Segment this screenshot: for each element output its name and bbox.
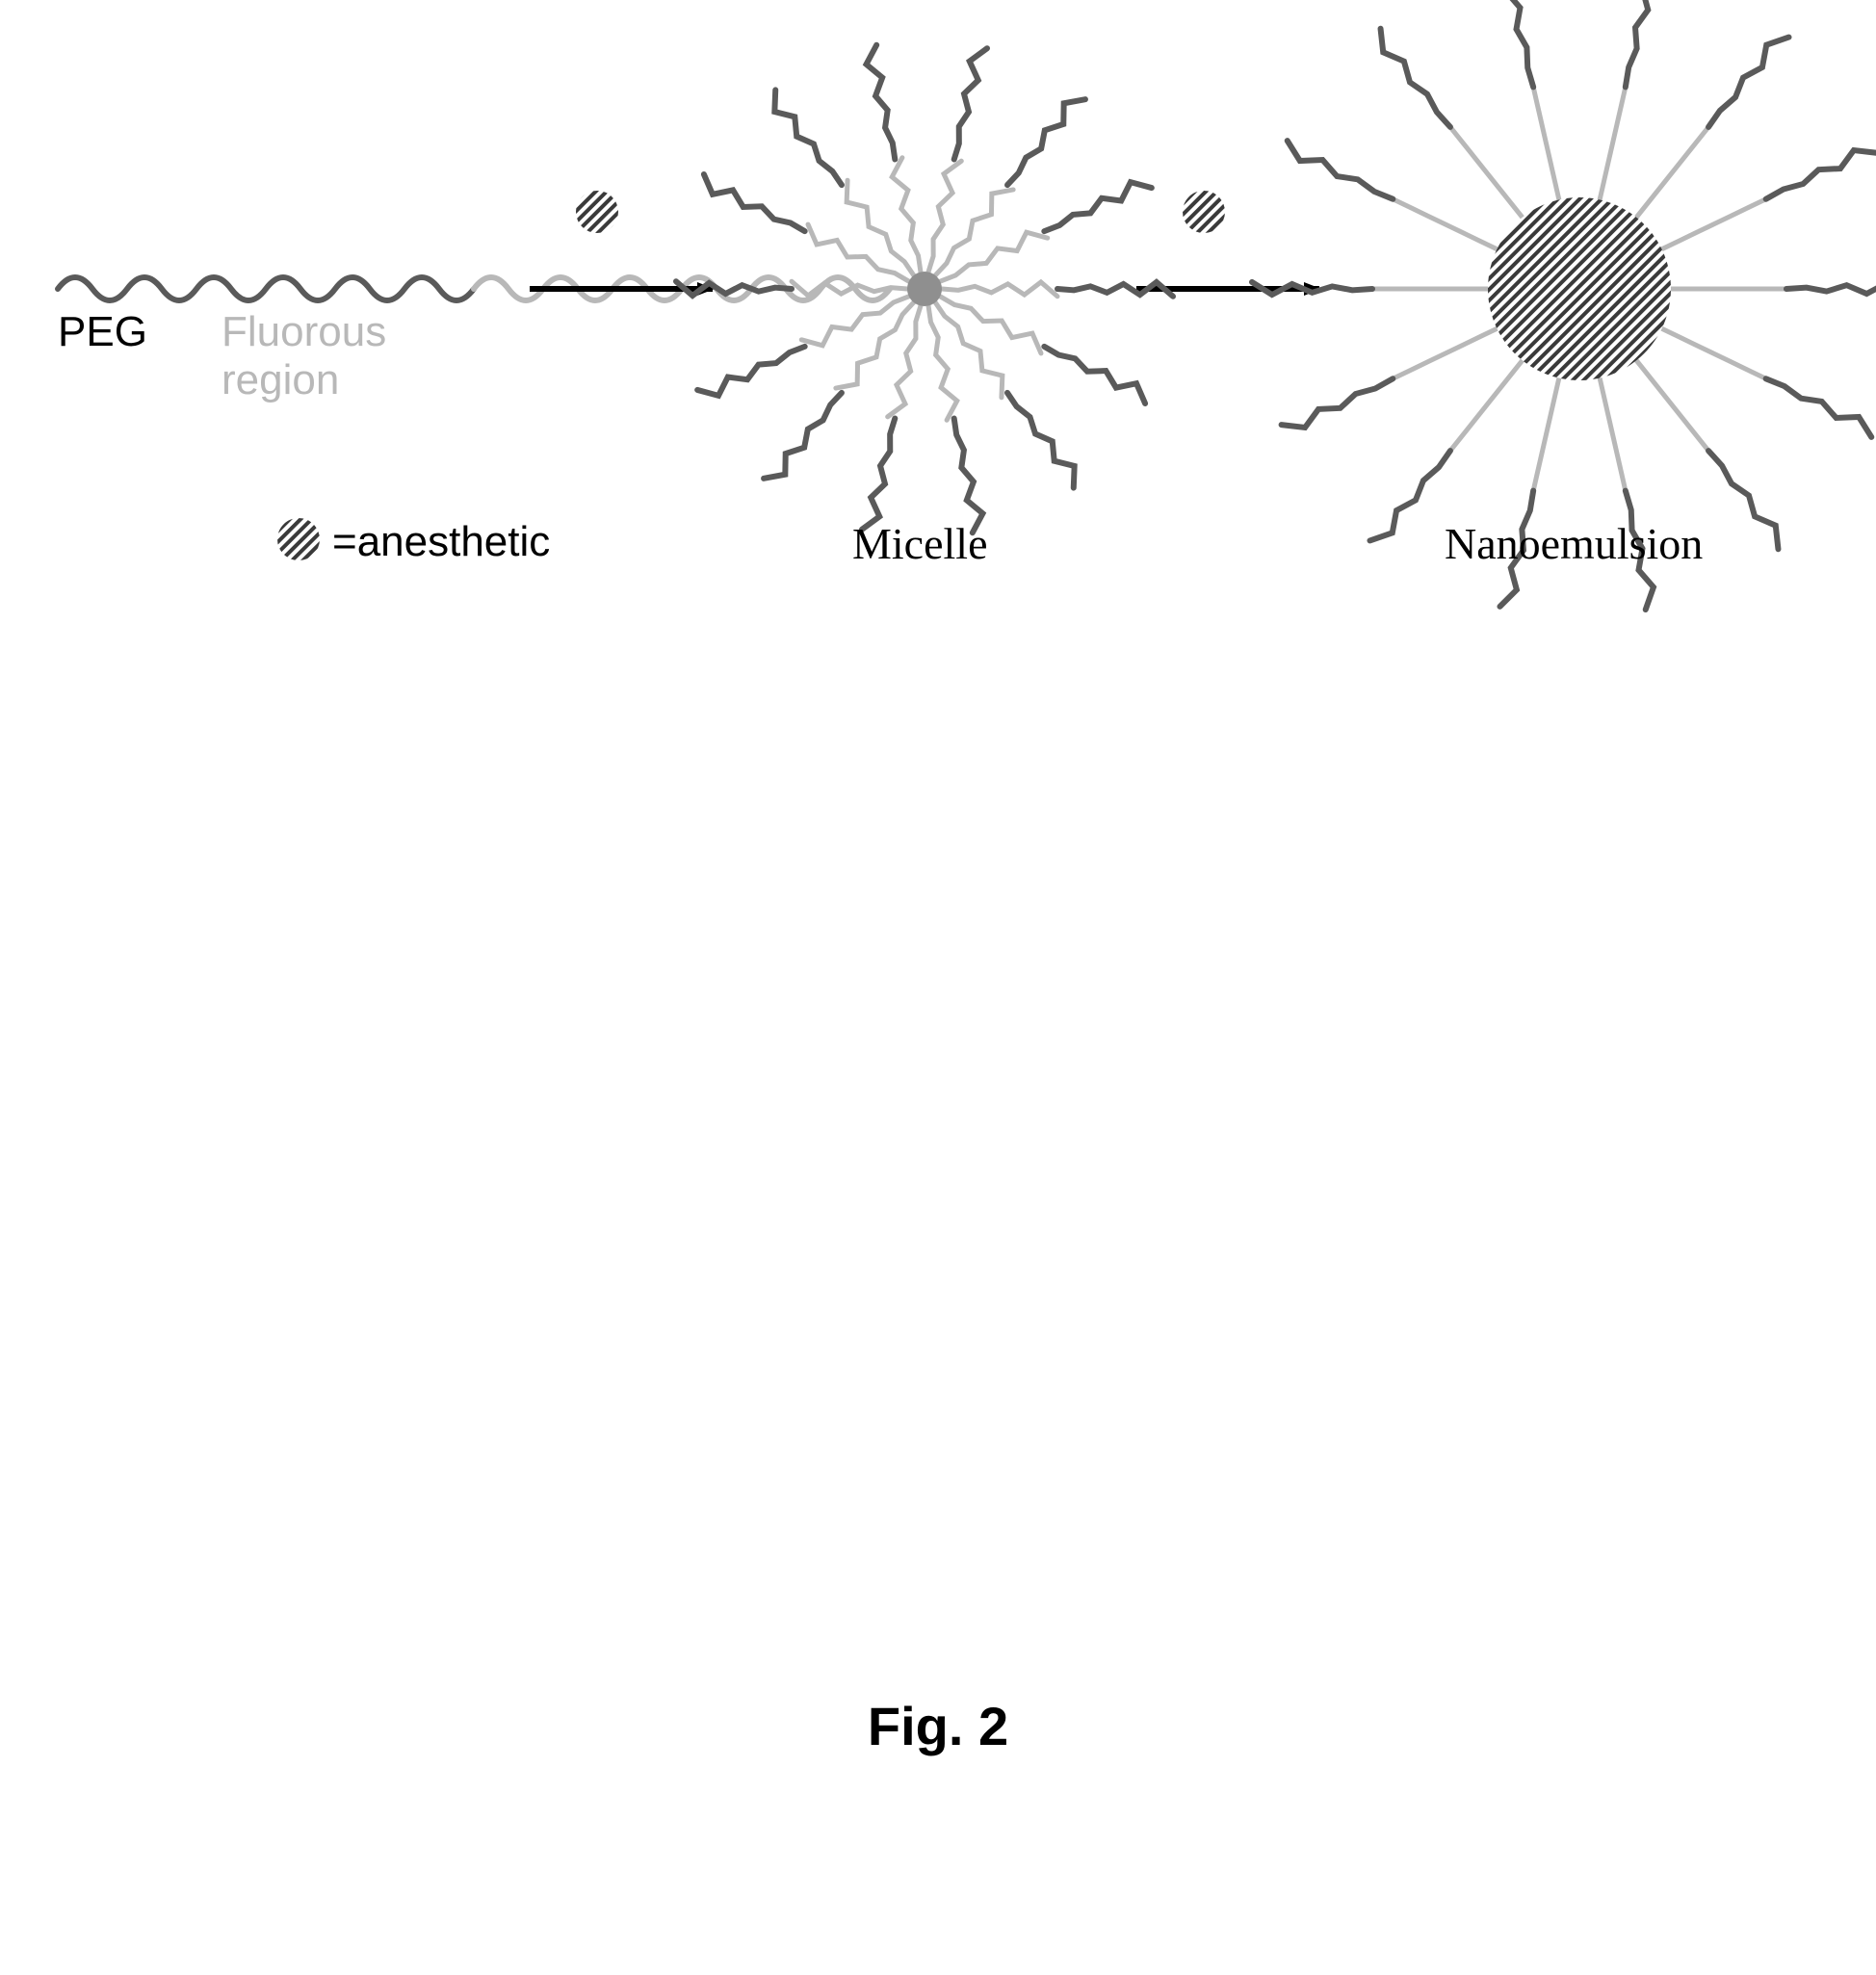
micelle [676,45,1173,533]
arrow-1-anesthetic-dot [576,191,618,233]
legend-label: =anesthetic [332,518,550,566]
micelle-label: Micelle [852,518,988,569]
diagram-svg [0,0,1876,1975]
nanoemulsion-core [1488,197,1671,380]
figure-caption: Fig. 2 [0,1695,1876,1757]
nanoemulsion-label: Nanoemulsion [1445,518,1703,569]
peg-label: PEG [58,308,147,356]
page: PEG Fluorous region =anesthetic Micelle … [0,0,1876,1975]
polymer-peg-wave [58,277,474,300]
legend-anesthetic-dot [277,518,320,560]
micelle-core [907,272,942,306]
arrow-2-anesthetic-dot [1183,191,1225,233]
fluorous-region-label: Fluorous region [221,308,386,404]
